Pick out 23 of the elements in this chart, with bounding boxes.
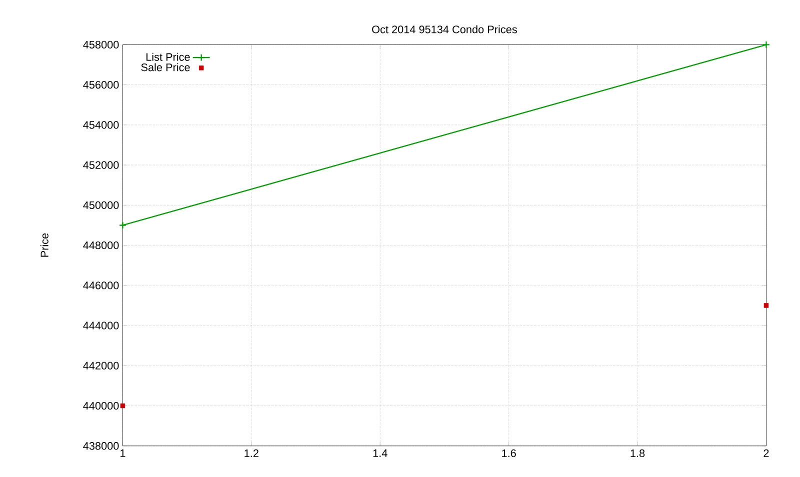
y-tick-label: 456000 (83, 81, 119, 89)
y-tick-label: 446000 (83, 282, 119, 290)
chart-title: Oct 2014 95134 Condo Prices (372, 25, 517, 34)
y-tick-label: 438000 (83, 442, 119, 450)
point (764, 303, 769, 308)
x-tick-label: 1.4 (373, 450, 388, 458)
point (120, 404, 126, 408)
x-tick-label: 1.2 (244, 450, 258, 458)
legend-label: Sale Price (141, 63, 190, 72)
x-tick-label: 2 (764, 450, 769, 458)
y-tick-label: 448000 (83, 242, 119, 250)
y-tick-label: 452000 (83, 161, 119, 170)
legend-label: List Price (146, 53, 190, 61)
y-tick-label: 444000 (83, 322, 119, 330)
y-tick-label: 458000 (83, 41, 119, 49)
x-tick-label: 1 (120, 450, 126, 458)
x-tick-label: 1.8 (630, 450, 645, 458)
y-tick-label: 454000 (83, 121, 119, 129)
y-tick-label: 450000 (83, 201, 119, 210)
y-tick-label: 440000 (83, 402, 119, 410)
x-tick-label: 1.6 (502, 450, 516, 458)
y-tick-label: 442000 (83, 362, 119, 370)
y-axis-title: Price (40, 234, 48, 257)
